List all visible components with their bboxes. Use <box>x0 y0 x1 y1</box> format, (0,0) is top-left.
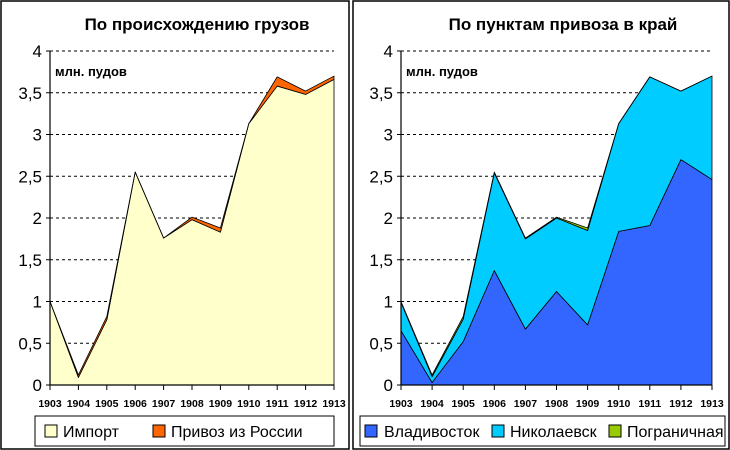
area-series-2 <box>49 75 335 378</box>
legend-box <box>359 415 726 447</box>
data-point <box>78 374 79 375</box>
y-tick-label: 2,5 <box>18 167 42 186</box>
y-tick-label: 4 <box>33 42 42 61</box>
x-tick-label: 1911 <box>638 398 661 410</box>
y-tick-label: 3,5 <box>18 84 42 103</box>
chart-points-of-import: По пунктам привоза в край 0 0,5 1 1,5 2 2,5 3 3,… <box>359 15 726 447</box>
x-tick-label: 1906 <box>124 398 148 410</box>
y-tick-label: 1 <box>384 293 393 312</box>
chart-origin-of-cargo: По происхождению грузов 0 0,5 1 1,5 2 2,5 3 3,5 4… <box>18 15 346 447</box>
y-tick-label: 3,5 <box>369 84 393 103</box>
legend-label: Пограничная <box>627 424 724 441</box>
x-tick-label: 1903 <box>38 398 62 410</box>
unit-label: млн. пудов <box>406 64 478 79</box>
y-tick-label: 0,5 <box>369 334 393 353</box>
legend-label: Импорт <box>63 424 120 441</box>
data-point <box>587 227 588 228</box>
data-point <box>220 227 221 228</box>
y-tick-label: 0 <box>384 376 393 395</box>
y-tick-label: 3 <box>384 126 393 145</box>
legend-label: Николаевск <box>510 424 598 441</box>
data-point <box>649 76 650 77</box>
y-tick-label: 4 <box>384 42 393 61</box>
y-tick-label: 2 <box>384 209 393 228</box>
unit-label: млн. пудов <box>55 64 127 79</box>
y-tick-label: 1,5 <box>369 251 393 270</box>
y-tick-label: 0,5 <box>18 334 42 353</box>
data-point <box>333 75 334 76</box>
y-tick-label: 1,5 <box>18 251 42 270</box>
legend-swatch <box>364 424 378 438</box>
x-tick-label: 1913 <box>322 398 346 410</box>
data-point <box>163 237 164 238</box>
legend-box <box>34 415 335 447</box>
x-tick-label: 1912 <box>294 398 318 410</box>
data-point <box>135 171 136 172</box>
legend-swatch <box>152 424 166 438</box>
x-tick-label: 1907 <box>152 398 176 410</box>
x-tick-label: 1910 <box>607 398 631 410</box>
legend-label: Привоз из России <box>171 424 303 441</box>
data-point <box>711 75 712 76</box>
y-tick-label: 2 <box>33 209 42 228</box>
chart-title: По происхождению грузов <box>85 15 310 34</box>
legend-swatch <box>44 424 58 438</box>
x-tick-label: 1911 <box>266 398 289 410</box>
data-point <box>277 76 278 77</box>
x-tick-label: 1904 <box>67 398 91 410</box>
data-point <box>680 90 681 91</box>
data-point <box>525 237 526 238</box>
x-tick-label: 1909 <box>209 398 233 410</box>
x-tick-label: 1912 <box>669 398 693 410</box>
data-point <box>618 123 619 124</box>
chart-title: По пунктам привоза в край <box>449 15 678 34</box>
data-point <box>556 217 557 218</box>
x-tick-label: 1906 <box>483 398 507 410</box>
x-tick-label: 1908 <box>545 398 569 410</box>
x-tick-label: 1904 <box>420 398 444 410</box>
y-tick-label: 0 <box>33 376 42 395</box>
legend-swatch <box>491 424 505 438</box>
x-tick-label: 1903 <box>389 398 413 410</box>
x-tick-label: 1910 <box>237 398 261 410</box>
data-point <box>463 316 464 317</box>
data-point <box>432 374 433 375</box>
y-tick-label: 3 <box>33 126 42 145</box>
x-tick-label: 1913 <box>700 398 724 410</box>
x-tick-label: 1905 <box>95 398 119 410</box>
y-tick-label: 1 <box>33 293 42 312</box>
x-tick-label: 1905 <box>452 398 476 410</box>
x-tick-label: 1908 <box>180 398 204 410</box>
data-point <box>248 123 249 124</box>
x-tick-label: 1909 <box>576 398 600 410</box>
data-point <box>191 217 192 218</box>
x-tick-label: 1907 <box>514 398 538 410</box>
data-point <box>494 171 495 172</box>
data-point <box>106 316 107 317</box>
area-series-3 <box>400 75 713 378</box>
legend-swatch <box>608 424 622 438</box>
y-tick-label: 2,5 <box>369 167 393 186</box>
data-point <box>305 90 306 91</box>
legend-label: Владивосток <box>384 424 480 441</box>
